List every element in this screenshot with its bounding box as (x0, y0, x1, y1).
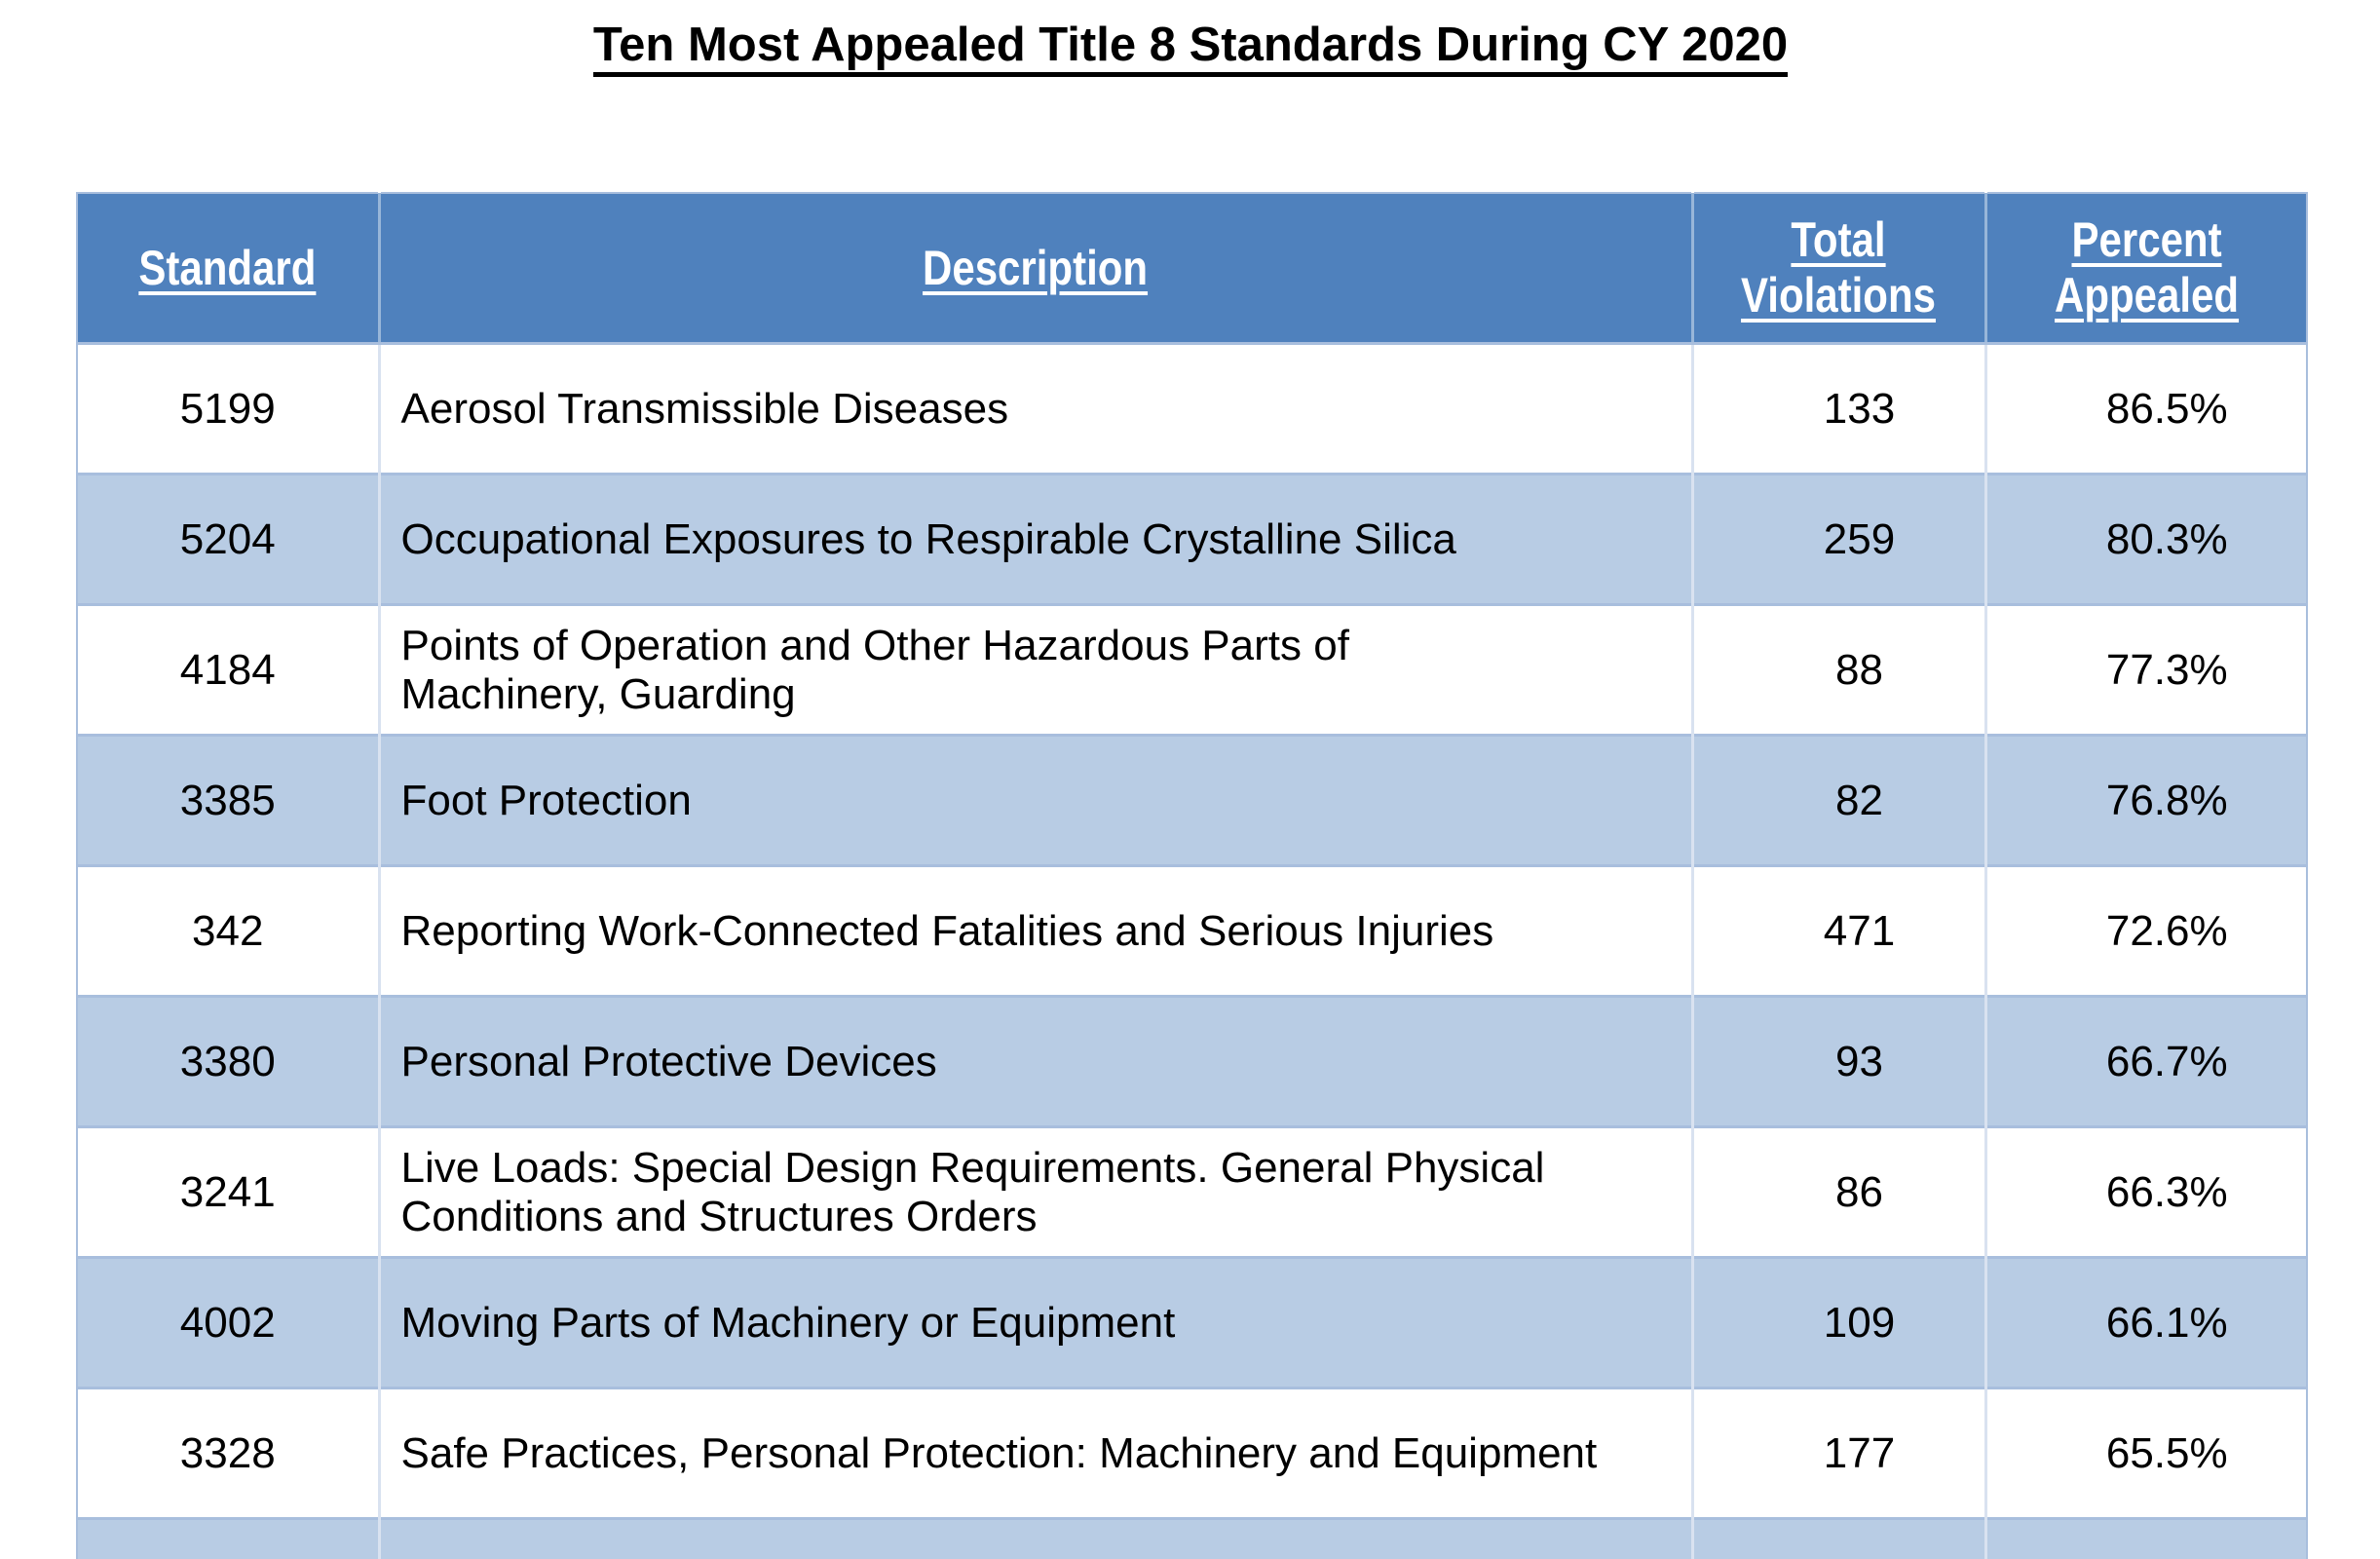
standard-cell: 3241 (77, 1125, 381, 1258)
column-header-percent-appealed-label: Percent Appealed (2054, 212, 2239, 323)
standard-cell: 3314 (77, 1517, 381, 1559)
header-row: Standard Description Total Violations Pe… (77, 193, 2307, 345)
percent-appealed-cell: 66.3% (1985, 1125, 2307, 1258)
table-row: 5204 Occupational Exposures to Respirabl… (77, 473, 2307, 605)
description-cell: Control of Hazardous Energy, Including L… (379, 1517, 1694, 1559)
table-body: 5199 Aerosol Transmissible Diseases 133 … (77, 342, 2307, 1559)
standard-cell: 342 (77, 864, 381, 997)
standard-cell: 5204 (77, 473, 381, 605)
percent-appealed-cell: 65.5% (1985, 1387, 2307, 1519)
table-row: 4184 Points of Operation and Other Hazar… (77, 603, 2307, 736)
standard-cell: 3328 (77, 1387, 381, 1519)
percent-appealed-cell: 86.5% (1985, 342, 2307, 475)
description-cell: Personal Protective Devices (379, 995, 1694, 1127)
total-violations-cell: 109 (1692, 1256, 1987, 1388)
column-header-standard: Standard (77, 193, 381, 345)
column-header-total-violations-label: Total Violations (1741, 212, 1937, 323)
percent-appealed-cell: 77.3% (1985, 603, 2307, 736)
description-cell: Safe Practices, Personal Protection: Mac… (379, 1387, 1694, 1519)
percent-appealed-cell: 66.7% (1985, 995, 2307, 1127)
table-row: 3385 Foot Protection 82 76.8% (77, 734, 2307, 866)
column-header-percent-appealed: Percent Appealed (1985, 193, 2307, 345)
percent-appealed-cell: 66.1% (1985, 1256, 2307, 1388)
column-header-total-violations: Total Violations (1692, 193, 1987, 345)
page-title-text: Ten Most Appealed Title 8 Standards Duri… (592, 18, 1789, 78)
total-violations-cell: 444 (1692, 1517, 1987, 1559)
column-header-standard-label: Standard (138, 240, 317, 295)
description-cell: Live Loads: Special Design Requirements.… (379, 1125, 1694, 1258)
standard-cell: 4002 (77, 1256, 381, 1388)
column-header-description: Description (379, 193, 1694, 345)
percent-appealed-cell: 65.1% (1985, 1517, 2307, 1559)
total-violations-cell: 471 (1692, 864, 1987, 997)
standard-cell: 5199 (77, 342, 381, 475)
description-cell: Reporting Work-Connected Fatalities and … (379, 864, 1694, 997)
table-row: 3314 Control of Hazardous Energy, Includ… (77, 1517, 2307, 1559)
table-row: 5199 Aerosol Transmissible Diseases 133 … (77, 342, 2307, 475)
appealed-standards-table: Standard Description Total Violations Pe… (76, 192, 2308, 1559)
description-cell: Foot Protection (379, 734, 1694, 866)
description-cell: Points of Operation and Other Hazardous … (379, 603, 1694, 736)
description-cell: Occupational Exposures to Respirable Cry… (379, 473, 1694, 605)
standard-cell: 4184 (77, 603, 381, 736)
total-violations-cell: 259 (1692, 473, 1987, 605)
standard-cell: 3385 (77, 734, 381, 866)
table-row: 3241 Live Loads: Special Design Requirem… (77, 1125, 2307, 1258)
percent-appealed-cell: 72.6% (1985, 864, 2307, 997)
table-row: 3380 Personal Protective Devices 93 66.7… (77, 995, 2307, 1127)
total-violations-cell: 82 (1692, 734, 1987, 866)
table-row: 3328 Safe Practices, Personal Protection… (77, 1387, 2307, 1519)
table-row: 4002 Moving Parts of Machinery or Equipm… (77, 1256, 2307, 1388)
percent-appealed-cell: 76.8% (1985, 734, 2307, 866)
description-cell: Aerosol Transmissible Diseases (379, 342, 1694, 475)
percent-appealed-cell: 80.3% (1985, 473, 2307, 605)
total-violations-cell: 88 (1692, 603, 1987, 736)
table-row: 342 Reporting Work-Connected Fatalities … (77, 864, 2307, 997)
total-violations-cell: 133 (1692, 342, 1987, 475)
total-violations-cell: 177 (1692, 1387, 1987, 1519)
page-title: Ten Most Appealed Title 8 Standards Duri… (75, 18, 2306, 78)
standard-cell: 3380 (77, 995, 381, 1127)
description-cell: Moving Parts of Machinery or Equipment (379, 1256, 1694, 1388)
column-header-description-label: Description (923, 240, 1149, 295)
total-violations-cell: 86 (1692, 1125, 1987, 1258)
total-violations-cell: 93 (1692, 995, 1987, 1127)
table-header: Standard Description Total Violations Pe… (77, 193, 2307, 345)
